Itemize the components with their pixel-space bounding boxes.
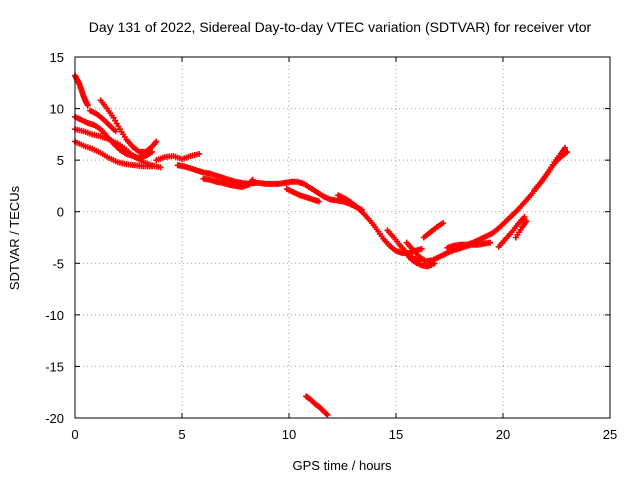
data-point <box>153 138 160 145</box>
chart-title: Day 131 of 2022, Sidereal Day-to-day VTE… <box>89 19 592 35</box>
data-point <box>562 144 569 151</box>
data-point <box>323 410 330 417</box>
x-axis-label: GPS time / hours <box>293 458 392 473</box>
x-tick-label: 10 <box>282 427 296 442</box>
y-axis-ticks: 15 10 5 0 -5 -10 -15 -20 <box>45 50 610 426</box>
series-arc5 <box>97 97 160 155</box>
data-point <box>431 260 438 267</box>
data-series <box>72 72 571 418</box>
y-tick-label: 5 <box>57 153 64 168</box>
x-tick-label: 20 <box>496 427 510 442</box>
series-arc20 <box>532 144 569 193</box>
y-tick-label: -10 <box>45 308 64 323</box>
series-arc13 <box>384 227 423 265</box>
series-arc9 <box>200 175 256 190</box>
series-arc4 <box>72 138 156 170</box>
y-tick-label: 10 <box>50 102 64 117</box>
data-point <box>149 148 156 155</box>
series-arc18 <box>495 213 528 250</box>
data-point <box>157 164 164 171</box>
x-tick-label: 5 <box>178 427 185 442</box>
plot-frame <box>74 56 611 419</box>
x-tick-label: 0 <box>71 427 78 442</box>
series-arc7 <box>153 150 203 164</box>
series-arc21 <box>303 393 331 418</box>
x-tick-label: 25 <box>603 427 617 442</box>
y-tick-label: -5 <box>52 256 64 271</box>
grid <box>75 57 610 418</box>
x-axis-ticks: 0 5 10 15 20 25 <box>71 57 617 442</box>
series-arc14 <box>403 239 494 265</box>
series-arc11 <box>283 186 322 205</box>
data-point <box>523 217 530 224</box>
x-tick-label: 15 <box>389 427 403 442</box>
y-tick-label: -15 <box>45 359 64 374</box>
series-arc10 <box>249 178 365 213</box>
data-point <box>487 239 494 246</box>
data-point <box>149 163 156 170</box>
series-arc15 <box>405 254 438 270</box>
series-arc16 <box>420 220 447 241</box>
y-tick-label: 0 <box>57 205 64 220</box>
data-point <box>564 148 571 155</box>
data-point <box>440 220 447 227</box>
data-point <box>112 128 119 135</box>
data-point <box>315 198 322 205</box>
y-tick-label: -20 <box>45 411 64 426</box>
data-point <box>324 411 331 418</box>
y-tick-label: 15 <box>50 50 64 65</box>
data-point <box>196 150 203 157</box>
data-point <box>84 102 91 109</box>
data-point <box>418 245 425 252</box>
y-axis-label: SDTVAR / TECUs <box>7 185 22 290</box>
series-arc19 <box>512 217 530 241</box>
data-point <box>521 213 528 220</box>
series-arc6 <box>86 107 119 135</box>
